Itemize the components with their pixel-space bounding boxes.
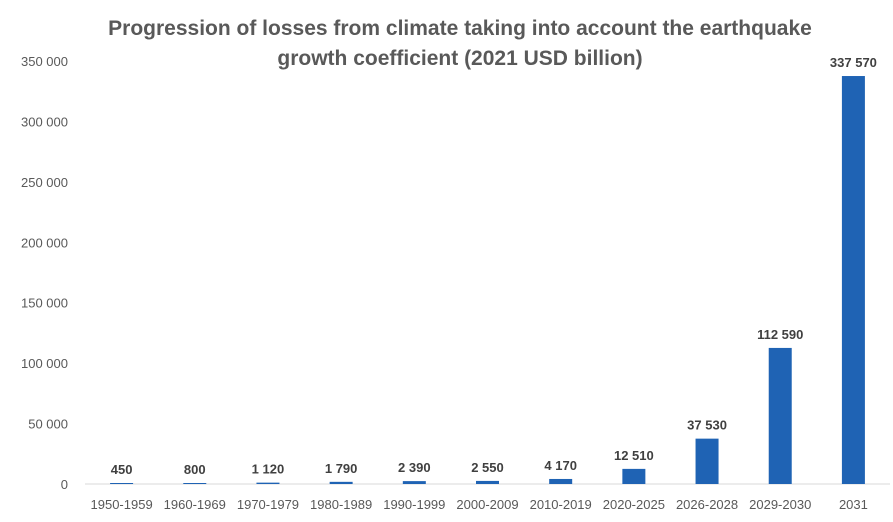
data-label: 1 790 <box>325 461 358 476</box>
x-tick-label: 1950-1959 <box>91 497 153 512</box>
bar <box>768 347 792 484</box>
bar <box>549 478 573 484</box>
bar <box>402 481 426 484</box>
data-label: 12 510 <box>614 448 654 463</box>
bar <box>476 480 499 484</box>
bar <box>622 468 646 484</box>
x-tick-label: 2026-2028 <box>676 497 738 512</box>
data-label: 4 170 <box>544 458 577 473</box>
data-label: 800 <box>184 462 206 477</box>
y-tick-label: 250 000 <box>21 175 68 190</box>
data-label: 112 590 <box>757 327 803 342</box>
bar <box>695 438 719 484</box>
x-tick-label: 1960-1969 <box>164 497 226 512</box>
y-tick-label: 200 000 <box>21 235 68 250</box>
chart-title: Progression of losses from climate takin… <box>60 14 860 74</box>
chart-title-line-1: Progression of losses from climate takin… <box>108 17 812 40</box>
x-tick-label: 1970-1979 <box>237 497 299 512</box>
bar <box>841 76 865 484</box>
x-tick-label: 2029-2030 <box>749 497 811 512</box>
bar <box>110 483 134 484</box>
y-tick-label: 150 000 <box>21 296 68 311</box>
data-label: 2 390 <box>398 460 431 475</box>
x-tick-label: 2031 <box>839 497 868 512</box>
bar <box>183 483 207 484</box>
bar <box>256 482 280 484</box>
bar <box>329 481 353 484</box>
y-tick-label: 350 000 <box>21 54 68 69</box>
x-tick-label: 2000-2009 <box>456 497 518 512</box>
data-label: 2 550 <box>471 460 504 475</box>
y-tick-label: 0 <box>61 477 68 492</box>
data-label: 1 120 <box>252 462 285 477</box>
y-tick-label: 50 000 <box>28 417 68 432</box>
x-tick-label: 1980-1989 <box>310 497 372 512</box>
y-tick-label: 300 000 <box>21 114 68 129</box>
data-label: 450 <box>111 462 133 477</box>
data-label: 37 530 <box>687 418 727 433</box>
x-tick-label: 1990-1999 <box>383 497 445 512</box>
chart-title-line-2: growth coefficient (2021 USD billion) <box>277 47 643 70</box>
x-tick-label: 2010-2019 <box>530 497 592 512</box>
y-tick-label: 100 000 <box>21 356 68 371</box>
x-tick-label: 2020-2025 <box>603 497 665 512</box>
data-label: 337 570 <box>830 55 877 70</box>
